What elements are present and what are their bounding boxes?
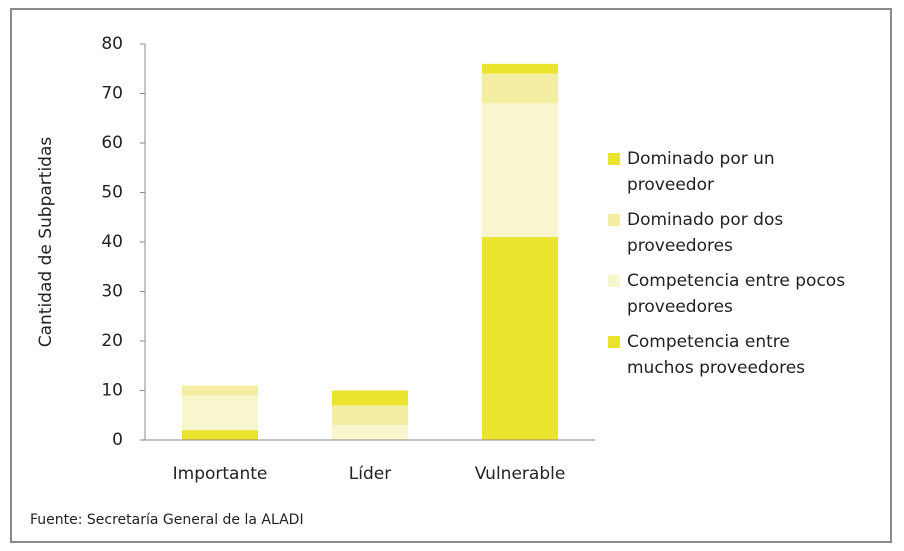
- bar-segment: [482, 103, 558, 238]
- legend-swatch: [608, 336, 620, 348]
- bar-segment: [332, 425, 408, 440]
- source-note: Fuente: Secretaría General de la ALADI: [30, 512, 304, 528]
- legend-label: Competencia entre muchos proveedores: [627, 332, 806, 378]
- y-tick-label: 40: [101, 232, 123, 252]
- bar-segment: [332, 405, 408, 426]
- y-tick-label: 20: [101, 331, 123, 351]
- bar-segment: [182, 385, 258, 396]
- legend-entry: Competencia entre pocos proveedores: [608, 268, 888, 320]
- y-tick-label: 50: [101, 183, 123, 203]
- y-tick-label: 10: [101, 381, 123, 401]
- x-tick-label: Importante: [173, 464, 268, 484]
- legend-swatch: [608, 153, 620, 165]
- y-tick-label: 80: [101, 34, 123, 54]
- y-axis-label: Cantidad de Subpartidas: [36, 137, 56, 348]
- bar-segment: [482, 237, 558, 440]
- bar-segment: [182, 395, 258, 431]
- y-tick-label: 60: [101, 133, 123, 153]
- y-tick-label: 0: [112, 430, 123, 450]
- y-tick-label: 30: [101, 282, 123, 302]
- legend-swatch: [608, 275, 620, 287]
- legend-entry: Dominado por un proveedor: [608, 146, 888, 198]
- bar-segment: [482, 73, 558, 104]
- bar-segment: [332, 390, 408, 406]
- legend-entry: Dominado por dos proveedores: [608, 207, 888, 259]
- bar-segment: [182, 430, 258, 440]
- bar-segment: [482, 63, 558, 74]
- x-tick-label: Líder: [349, 464, 391, 484]
- legend-label: Dominado por un proveedor: [627, 149, 775, 195]
- chart-frame: [10, 8, 892, 543]
- legend-entry: Competencia entre muchos proveedores: [608, 329, 888, 381]
- x-tick-label: Vulnerable: [475, 464, 566, 484]
- legend-swatch: [608, 214, 620, 226]
- legend-label: Dominado por dos proveedores: [627, 210, 784, 256]
- legend-label: Competencia entre pocos proveedores: [627, 271, 846, 317]
- y-tick-label: 70: [101, 84, 123, 104]
- legend: Dominado por un proveedor Dominado por do…: [608, 146, 888, 390]
